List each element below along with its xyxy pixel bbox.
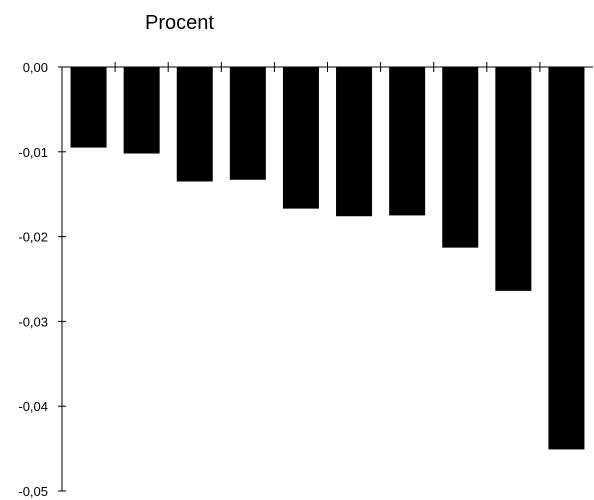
y-axis: 0,00 -0,01 -0,02 -0,03 -0,04 -0,05	[18, 60, 66, 499]
bars-group	[70, 67, 585, 450]
y-tick-label: -0,05	[18, 484, 48, 499]
bar	[442, 67, 479, 248]
y-tick-label: -0,01	[18, 145, 48, 160]
bar	[548, 67, 585, 450]
bar	[495, 67, 532, 291]
bar	[229, 67, 266, 180]
y-tick-label: -0,02	[18, 230, 48, 245]
y-tick-label: -0,03	[18, 314, 48, 329]
bar	[70, 67, 107, 148]
bar	[336, 67, 373, 217]
bar	[176, 67, 213, 182]
unit-label: Procent	[145, 12, 214, 34]
y-tick-label: 0,00	[23, 60, 48, 75]
bar	[123, 67, 160, 154]
bar	[282, 67, 319, 209]
y-tick-label: -0,04	[18, 399, 48, 414]
bar	[389, 67, 426, 216]
